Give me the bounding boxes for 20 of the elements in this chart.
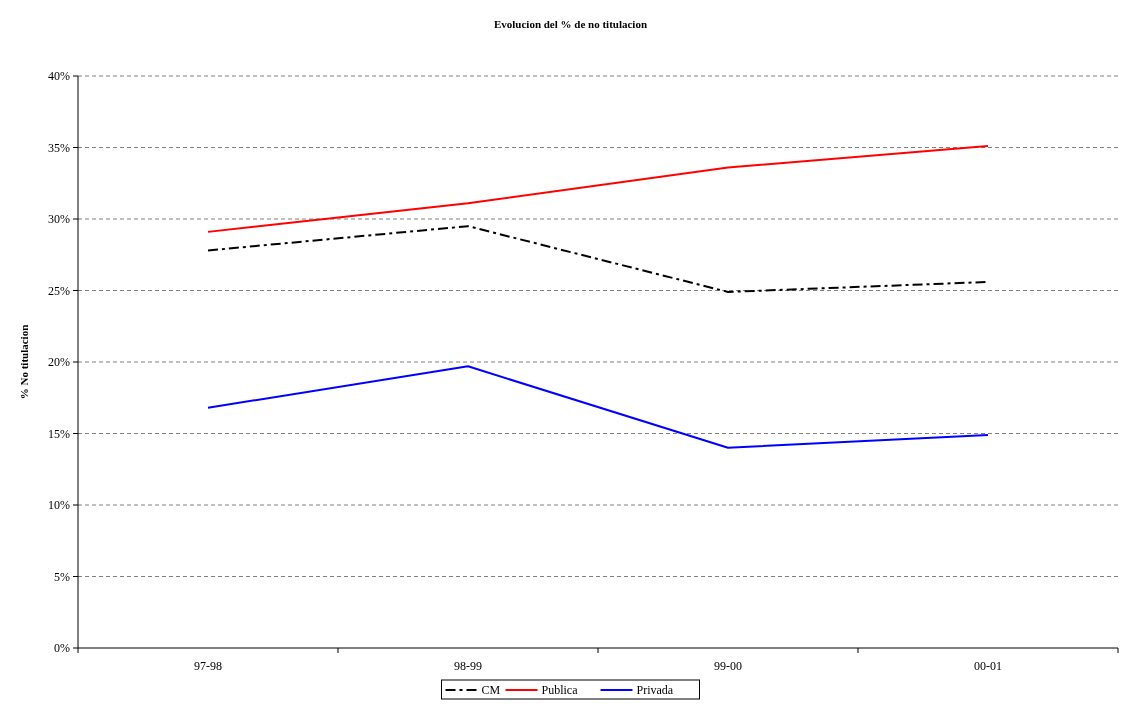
y-tick-label: 35% [48,140,70,155]
legend-label: Publica [541,683,579,698]
y-tick-label: 25% [48,283,70,298]
y-tick-label: 40% [48,69,70,84]
x-tick-label: 00-01 [974,659,1002,673]
chart-title: Evolucion del % de no titulacion [493,18,648,30]
y-tick-label: 15% [48,426,70,441]
legend-label: Privada [636,683,674,698]
x-tick-label: 98-99 [454,659,482,673]
x-tick-label: 99-00 [714,659,742,673]
line-series [207,145,989,233]
y-axis-title: % No titulacion [18,324,30,400]
legend-label: CM [481,683,501,698]
y-tick-label: 5% [54,569,70,584]
y-tick-label: 20% [48,355,70,370]
x-tick-label: 97-98 [194,659,222,673]
line-series [207,365,989,449]
y-tick-label: 0% [54,641,70,656]
y-tick-label: 10% [48,498,70,513]
y-tick-label: 30% [48,212,70,227]
